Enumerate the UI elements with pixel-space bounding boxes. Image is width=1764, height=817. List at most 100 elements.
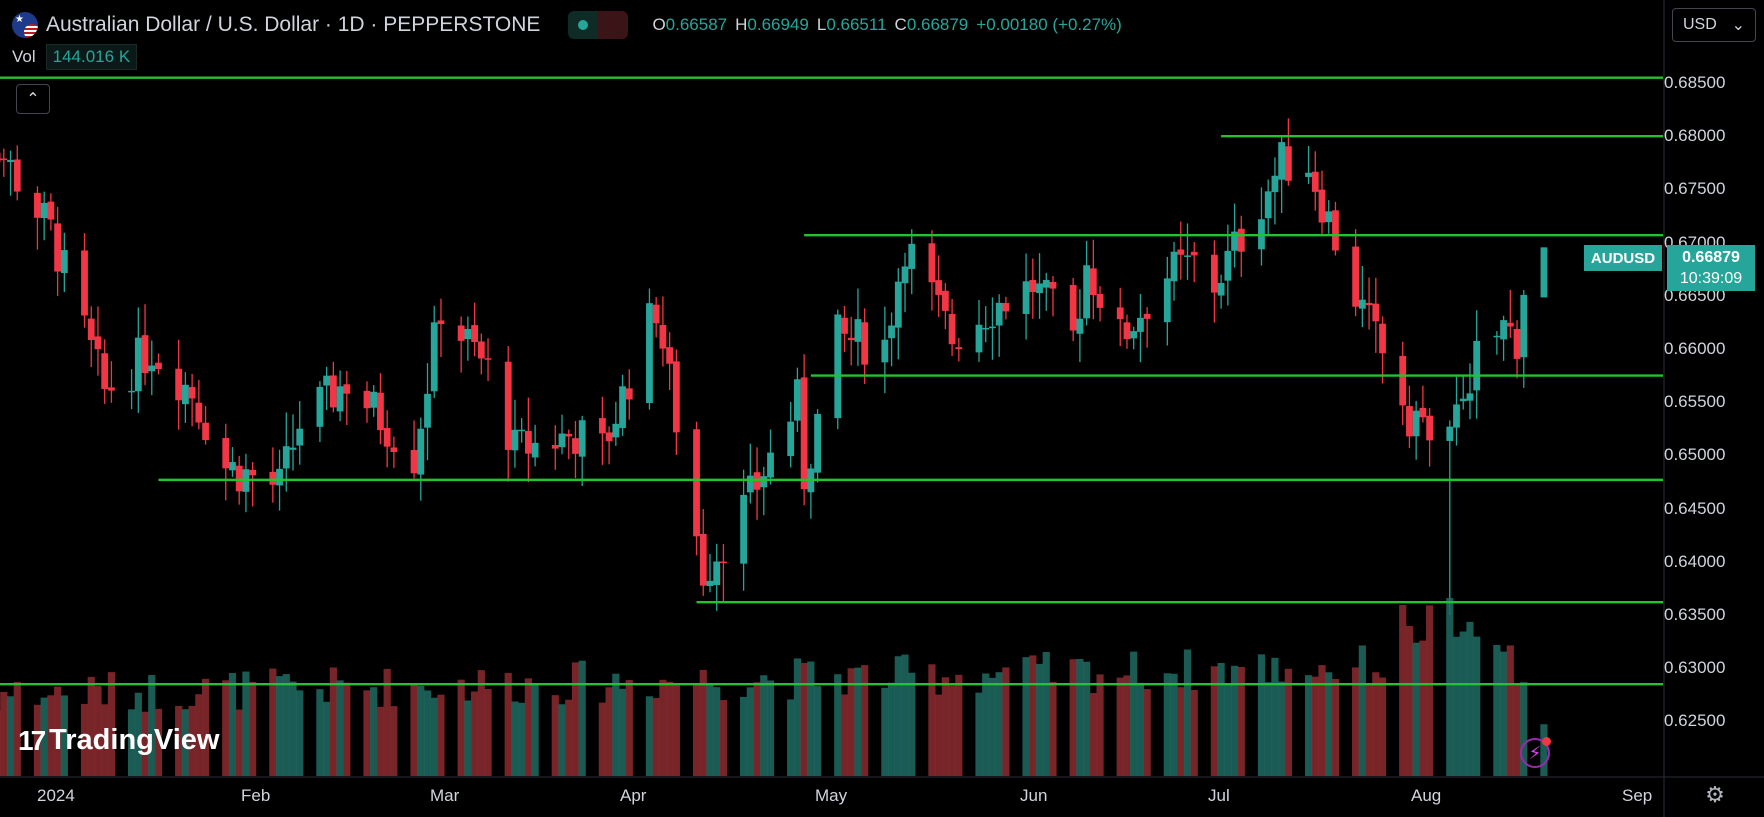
volume-bar [645,696,654,776]
candle-body [746,475,754,493]
volume-bar [1089,693,1097,776]
volume-legend: Vol 144.016 K [12,44,138,70]
candle-body [0,158,8,161]
price-axis-label: 0.68000 [1664,126,1726,146]
volume-bar [1237,666,1245,776]
volume-bar [1419,640,1427,776]
volume-bar [1264,682,1272,776]
volume-bar [1123,675,1131,776]
time-axis-label: Aug [1411,786,1442,805]
volume-bar [1029,655,1037,776]
volume-bar [854,667,862,776]
volume-bar [296,690,304,776]
volume-bar [578,660,586,776]
volume-bar [861,665,869,776]
candle-body [377,392,384,431]
volume-bar [511,701,519,776]
volume-bar [470,691,479,776]
volume-bar [1116,677,1124,776]
volume-bar [1190,689,1198,776]
price-axis-label: 0.62500 [1664,711,1726,731]
candle-body [222,438,230,469]
candle-body [518,429,526,432]
volume-bar [127,709,136,776]
candle-body [477,341,485,359]
candle-body [7,159,14,163]
time-axis-label: Jun [1020,786,1048,805]
candle-body [578,420,586,457]
volume-bar [1412,642,1420,776]
price-axis-label: 0.66000 [1664,339,1726,358]
volume-bar [659,679,667,776]
candle-body [1264,191,1272,219]
candle-body [1069,285,1077,331]
volume-bar [1076,658,1084,776]
volume-bar [652,697,660,776]
volume-bar [1035,663,1044,776]
volume-bar [1499,651,1508,776]
volume-bar [847,668,855,776]
candle-body [249,469,257,476]
candle-body [1029,279,1037,293]
candle-body [296,428,304,446]
volume-bar [336,680,344,776]
volume-bar [625,679,633,776]
collapse-legend-button[interactable]: ⌃ [16,84,50,114]
volume-bar [1143,689,1151,776]
volume-bar [383,668,391,776]
volume-value: 144.016 K [45,44,138,70]
volume-label: Vol [12,47,36,66]
volume-bar [988,677,997,776]
volume-bar [60,695,68,776]
lightning-icon[interactable]: ⚡ [1520,737,1551,768]
candle-body [760,476,768,488]
time-axis-label: Jul [1208,786,1230,805]
candle-body [955,347,963,350]
volume-bar [363,690,371,776]
price-axis-label: 0.64500 [1664,498,1726,518]
volume-bar [1473,636,1481,776]
candle-body [1520,294,1528,358]
candle-body [87,318,95,341]
candle-body [881,339,889,363]
candle-body [982,327,990,330]
candle-body [1042,279,1050,288]
candle-body [202,422,209,441]
candle-body [134,337,142,392]
candle-body [336,386,344,412]
candle-body [188,387,196,399]
candle-body [269,471,277,485]
market-status[interactable] [568,11,629,39]
candle-body [888,325,895,339]
market-open-dot-icon[interactable] [568,11,599,39]
candle-body [155,362,162,370]
volume-bar [881,687,889,776]
candle-body [195,402,203,423]
candle-body [1358,299,1366,309]
chevron-up-icon: ⌃ [26,91,40,108]
candle-body [941,290,949,311]
candle-body [1170,251,1178,282]
volume-bar [760,675,768,776]
volume-bar [1210,666,1218,776]
candle-body [148,365,156,372]
ohlc-high: H0.66949 [735,15,809,34]
volume-bar [666,681,674,776]
volume-bar [40,697,48,776]
volume-bar [1083,661,1091,776]
candle-body [619,386,626,428]
delayed-wave-icon[interactable] [598,11,629,39]
candle-body [1365,302,1373,306]
volume-bar [1022,657,1030,776]
candle-body [1399,355,1407,406]
volume-bar [995,672,1003,776]
symbol-title[interactable]: Australian Dollar / U.S. Dollar · 1D · P… [46,13,541,36]
candle-body [814,413,821,473]
price-axis-label: 0.67500 [1664,179,1726,199]
volume-bar [1177,687,1185,776]
currency-selector[interactable]: USD ⌄ [1672,8,1756,42]
candle-body [504,361,512,450]
candle-body [989,326,996,329]
gear-icon[interactable]: ⚙ [1705,782,1725,807]
